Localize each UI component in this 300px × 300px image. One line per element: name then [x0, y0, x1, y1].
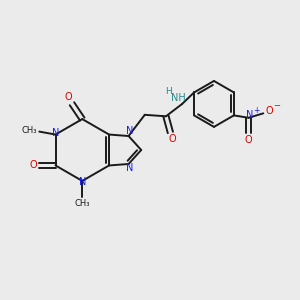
Text: NH: NH	[171, 93, 186, 103]
Text: O: O	[29, 160, 37, 170]
Text: O: O	[266, 106, 274, 116]
Text: H: H	[166, 87, 172, 96]
Text: O: O	[64, 92, 72, 102]
Text: N: N	[246, 110, 253, 120]
Text: CH₃: CH₃	[74, 199, 90, 208]
Text: N: N	[126, 164, 134, 173]
Text: O: O	[168, 134, 176, 144]
Text: N: N	[52, 128, 59, 138]
Text: −: −	[273, 101, 280, 110]
Text: CH₃: CH₃	[21, 126, 37, 135]
Text: N: N	[79, 177, 86, 188]
Text: +: +	[253, 106, 259, 115]
Text: N: N	[126, 126, 134, 136]
Text: O: O	[245, 134, 252, 145]
